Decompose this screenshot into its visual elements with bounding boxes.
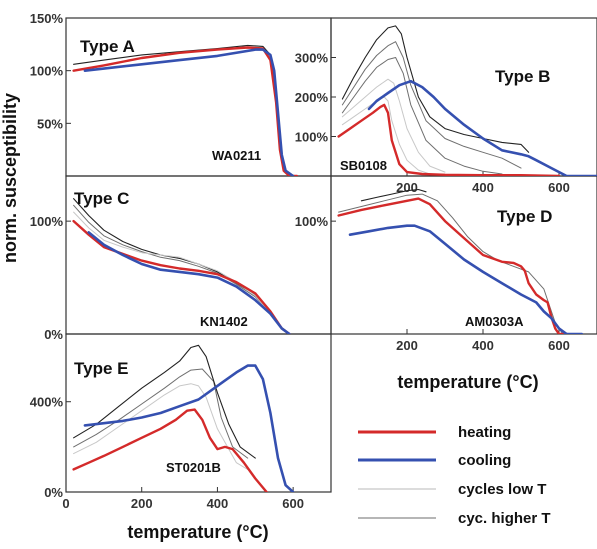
y-tick-label: 100% <box>30 214 64 229</box>
y-tick-label: 150% <box>30 11 64 26</box>
x-tick-label: 200 <box>396 338 418 353</box>
series-line-cycles-dark <box>360 188 427 202</box>
series-line-cycles-low <box>341 78 446 173</box>
legend-label-heating: heating <box>458 424 511 441</box>
y-axis-label: norm. susceptibility <box>0 93 20 263</box>
series-line-cycles-high <box>341 57 503 175</box>
panel-b-title: Type B <box>495 67 550 86</box>
series-line-cycles-dark <box>73 198 290 334</box>
series-line-heating <box>72 46 299 176</box>
panel-type-e: 0% 400% 0 200 400 600 <box>30 344 304 511</box>
series-line-cooling <box>348 224 584 334</box>
series-line-cooling <box>87 231 291 334</box>
panel-a-title: Type A <box>80 37 135 56</box>
panel-a-sample: WA0211 <box>212 148 261 163</box>
y-tick-label: 0% <box>44 485 63 500</box>
series-line-heating <box>337 103 561 176</box>
x-tick-label: 400 <box>472 180 494 195</box>
panel-e-sample: ST0201B <box>166 460 221 475</box>
series-line-cooling <box>83 364 295 492</box>
panel-b-frame <box>330 17 597 177</box>
legend-label-cycles-low: cycles low T <box>458 481 546 498</box>
panel-e-title: Type E <box>74 359 128 378</box>
y-tick-label: 100% <box>295 214 329 229</box>
panel-d-title: Type D <box>497 207 552 226</box>
legend: heating cooling cycles low T cyc. higher… <box>358 424 551 527</box>
series-line-cycles-dark <box>341 25 530 153</box>
y-tick-label: 100% <box>30 64 64 79</box>
panel-type-b: 100% 200% 300% 200 400 600 <box>295 25 597 195</box>
series-line-heating <box>72 219 291 334</box>
panel-type-c: 0% 100% <box>30 198 291 342</box>
series-line-heating <box>72 408 268 492</box>
x-axis-label-left: temperature (°C) <box>127 522 268 542</box>
y-tick-label: 50% <box>37 116 63 131</box>
series-line-cycles-high <box>338 193 564 334</box>
series-line-cooling <box>367 79 597 176</box>
x-tick-label: 400 <box>207 496 229 511</box>
panel-c-sample: KN1402 <box>200 314 248 329</box>
y-tick-label: 300% <box>295 51 329 66</box>
y-tick-label: 100% <box>295 130 329 145</box>
panel-type-a: 50% 100% 150% <box>30 11 299 176</box>
x-tick-label: 200 <box>396 180 418 195</box>
x-tick-label: 400 <box>472 338 494 353</box>
panel-d-frame <box>330 175 597 335</box>
y-tick-label: 400% <box>30 395 64 410</box>
series-line-heating <box>337 197 568 334</box>
series-line-cycles-high <box>341 41 522 169</box>
y-tick-label: 200% <box>295 90 329 105</box>
panel-d-sample: AM0303A <box>465 314 524 329</box>
x-tick-label: 600 <box>548 180 570 195</box>
y-tick-label: 0% <box>44 327 63 342</box>
legend-label-cooling: cooling <box>458 452 511 469</box>
legend-label-cycles-high: cyc. higher T <box>458 510 551 527</box>
x-tick-label: 600 <box>548 338 570 353</box>
panel-e-frame <box>65 333 332 493</box>
series-line-cooling <box>83 48 295 176</box>
x-tick-label: 600 <box>282 496 304 511</box>
x-axis-label-right: temperature (°C) <box>397 372 538 392</box>
series-line-cycles-low <box>341 96 431 175</box>
panel-b-sample: SB0108 <box>340 158 387 173</box>
panel-type-d: 100% 200 400 600 <box>295 188 584 353</box>
series-line-cycles-low <box>73 383 249 470</box>
x-tick-label: 200 <box>131 496 153 511</box>
x-tick-label: 0 <box>62 496 69 511</box>
series-line-cycles-dark <box>73 344 256 459</box>
panel-c-title: Type C <box>74 189 129 208</box>
